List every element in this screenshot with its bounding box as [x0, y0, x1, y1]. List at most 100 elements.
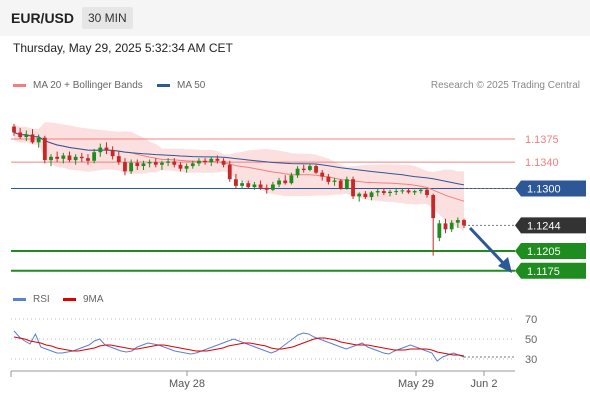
candle: [258, 184, 263, 188]
candle: [36, 137, 41, 143]
candle: [375, 191, 380, 193]
ma50-line: [13, 131, 465, 186]
candle: [67, 155, 72, 161]
forecast-arrowhead-icon: [498, 257, 512, 273]
instrument-title: EUR/USD: [11, 10, 75, 26]
level-lines: [11, 138, 515, 272]
candle: [425, 189, 429, 196]
forecast-arrow-shaft: [468, 226, 507, 267]
candle: [18, 132, 23, 138]
candle: [12, 126, 16, 133]
candle: [209, 158, 214, 163]
candle: [190, 163, 195, 167]
legend-ma50: MA 50: [157, 80, 205, 91]
candle: [55, 156, 60, 159]
candle: [123, 162, 127, 172]
level-labels: 1.1375 1.1340 1.1300 1.1244 1.1205 1.1175: [515, 134, 586, 279]
candle: [351, 179, 355, 197]
legend-rsi-label: RSI: [33, 294, 50, 305]
candle: [462, 220, 466, 226]
candle: [443, 223, 448, 230]
rsi-line: [13, 330, 465, 362]
candle: [86, 158, 90, 161]
rsi-ma9-line: [13, 336, 465, 357]
ma20-swatch-icon: [13, 84, 26, 87]
level-badge-last: 1.1244: [515, 217, 586, 234]
candle: [381, 191, 386, 194]
candle: [79, 156, 84, 159]
candle: [332, 180, 337, 182]
candle: [49, 156, 53, 161]
candle: [147, 162, 152, 164]
candle: [98, 147, 103, 153]
bollinger-band-fill: [14, 122, 464, 231]
candle: [203, 160, 208, 163]
candle: [277, 180, 281, 185]
level-badge-text-s2: 1.1175: [527, 266, 560, 278]
level-label-r1: 1.1340: [525, 157, 559, 169]
timeframe-badge[interactable]: 30 MIN: [82, 7, 133, 29]
level-badge-bg-s1: [515, 243, 586, 260]
level-badge-bg-last: [515, 217, 586, 234]
candle: [166, 161, 171, 163]
level-badge-text-s1: 1.1205: [527, 246, 561, 258]
candle: [418, 189, 423, 192]
candle: [406, 190, 411, 193]
candle: [449, 222, 454, 230]
legend-rsi-ma9: 9MA: [63, 294, 104, 305]
legend-ma20-label: MA 20 + Bollinger Bands: [33, 80, 143, 91]
candle: [283, 180, 288, 184]
candle: [184, 166, 189, 169]
candle: [246, 183, 251, 188]
candle: [197, 160, 201, 164]
candle: [412, 191, 417, 193]
candle: [338, 180, 343, 189]
candlestick-series: [12, 123, 466, 256]
candle: [400, 190, 405, 192]
candle: [178, 164, 183, 169]
candle: [326, 176, 331, 182]
forecast-arrow: [468, 226, 512, 273]
candle: [42, 137, 47, 161]
candle: [73, 156, 78, 161]
moving-averages: [13, 131, 465, 202]
level-label-r2: 1.1375: [525, 134, 559, 146]
candle: [252, 184, 257, 188]
candle: [301, 168, 306, 170]
candle: [172, 161, 177, 165]
candle: [227, 164, 232, 180]
time-axis-label: May 28: [169, 378, 205, 390]
candle: [92, 152, 97, 161]
bollinger-band-area: [14, 122, 464, 231]
candle: [437, 223, 442, 238]
candle: [30, 134, 35, 143]
candle: [344, 179, 349, 189]
candle: [363, 193, 368, 198]
ma9-swatch-icon: [63, 298, 76, 301]
legend-rsi: RSI: [13, 294, 50, 305]
rsi-tick-label: 30: [525, 354, 537, 366]
rsi-panel: 70 50 30: [11, 314, 537, 366]
candle: [369, 192, 374, 198]
candle: [160, 162, 164, 165]
level-badge-s1: 1.1205: [515, 243, 586, 260]
candle: [24, 134, 29, 138]
candle: [141, 163, 146, 167]
candle: [270, 184, 275, 190]
candle: [320, 172, 325, 177]
level-badge-bg-s2: [515, 262, 586, 279]
level-badge-s2: 1.1175: [515, 262, 586, 279]
rsi-swatch-icon: [13, 298, 26, 301]
level-badge-bg-pivot: [515, 180, 586, 197]
legend-ma50-label: MA 50: [177, 80, 206, 91]
timestamp: Thursday, May 29, 2025 5:32:34 AM CET: [13, 41, 233, 55]
candle: [264, 187, 269, 190]
candle: [221, 160, 226, 165]
level-badge-pivot: 1.1300: [515, 180, 586, 197]
candle: [240, 183, 244, 186]
candle: [61, 155, 66, 159]
candle: [431, 195, 436, 219]
level-badge-text-pivot: 1.1300: [527, 183, 561, 195]
candle: [104, 147, 109, 151]
